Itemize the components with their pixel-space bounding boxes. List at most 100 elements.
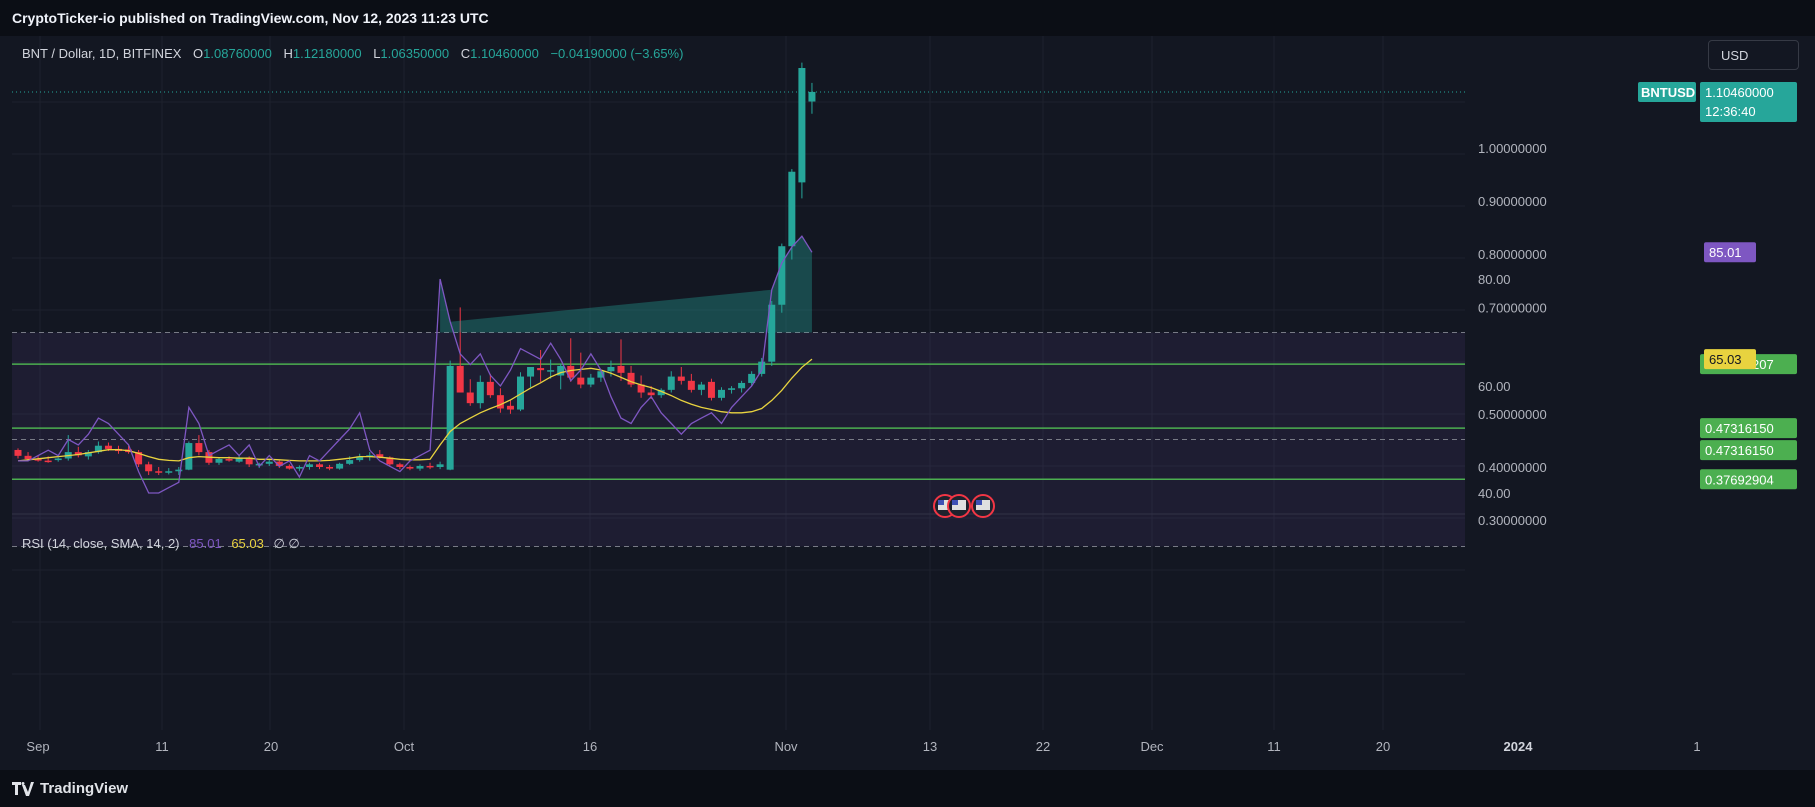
candle-body bbox=[456, 365, 464, 393]
candle-body bbox=[195, 443, 203, 453]
candle-body bbox=[587, 377, 595, 385]
candle-body bbox=[597, 371, 605, 378]
level-price-label: 0.47316150 bbox=[1705, 421, 1774, 436]
us-flag-canton-icon bbox=[976, 500, 982, 505]
level-price-tag bbox=[1700, 440, 1797, 461]
candle-body bbox=[728, 388, 736, 390]
rsi-ma-legend-value: 65.03 bbox=[231, 536, 264, 551]
candle-body bbox=[376, 454, 384, 458]
candle-body bbox=[356, 456, 364, 461]
us-flag-stripes-icon bbox=[952, 500, 966, 510]
candle-body bbox=[687, 380, 695, 390]
candle-body bbox=[788, 171, 796, 247]
candle-body bbox=[295, 467, 303, 469]
symbol-label[interactable]: BNT / Dollar, 1D, BITFINEX bbox=[22, 46, 182, 61]
level-price-tag bbox=[1700, 469, 1797, 490]
tradingview-logo[interactable]: TradingView bbox=[12, 780, 128, 797]
price-tick-label: 0.70000000 bbox=[1478, 300, 1547, 315]
currency-button[interactable]: USD bbox=[1708, 40, 1799, 70]
time-axis-label: 22 bbox=[1036, 739, 1050, 754]
time-axis-label: 1 bbox=[1693, 739, 1700, 754]
candle-body bbox=[104, 445, 112, 449]
candle-body bbox=[667, 376, 675, 390]
rsi-tick-label: 60.00 bbox=[1478, 379, 1511, 394]
current-price-label: 1.10460000 bbox=[1705, 85, 1774, 100]
rsi-legend: RSI (14, close, SMA, 14, 2) 85.01 65.03 … bbox=[22, 536, 300, 552]
us-flag-stripes-icon bbox=[976, 500, 990, 510]
candle-body bbox=[798, 68, 806, 183]
candle-body bbox=[386, 457, 394, 465]
candle-body bbox=[637, 384, 645, 393]
candle-body bbox=[547, 370, 555, 372]
candle-body bbox=[255, 463, 263, 466]
time-axis-label: 11 bbox=[155, 739, 169, 754]
candle-body bbox=[185, 443, 193, 470]
time-axis-label: 20 bbox=[1376, 739, 1390, 754]
candle-body bbox=[808, 91, 816, 102]
candle-body bbox=[406, 467, 414, 469]
close-key: C bbox=[460, 46, 471, 61]
high-value: 1.12180000 bbox=[292, 46, 362, 61]
rsi-overbought-fill bbox=[440, 236, 812, 333]
symbol-tag-label: BNTUSD bbox=[1641, 85, 1695, 100]
price-tick-label: 0.80000000 bbox=[1478, 247, 1547, 262]
candle-body bbox=[567, 365, 575, 378]
candle-body bbox=[94, 445, 102, 453]
high-key: H bbox=[283, 46, 293, 61]
us-flag-stripes-icon bbox=[938, 500, 952, 510]
rsi-legend-value: 85.01 bbox=[189, 536, 222, 551]
time-axis-label: 13 bbox=[923, 739, 937, 754]
time-axis-label: 11 bbox=[1267, 739, 1281, 754]
candle-body bbox=[145, 464, 153, 472]
time-axis-label: Nov bbox=[774, 739, 798, 754]
candle-body bbox=[155, 471, 163, 473]
time-axis-label: 2024 bbox=[1504, 739, 1534, 754]
candle-body bbox=[44, 460, 52, 463]
rsi-ma-value-tag bbox=[1704, 349, 1756, 370]
symbol-tag bbox=[1638, 81, 1696, 102]
tradingview-brand: TradingView bbox=[40, 780, 129, 797]
candle-body bbox=[285, 465, 293, 469]
candle-body bbox=[657, 389, 665, 396]
main-legend: BNT / Dollar, 1D, BITFINEX O1.08760000 H… bbox=[22, 46, 683, 61]
level-price-tag bbox=[1700, 418, 1797, 439]
time-axis-label: Dec bbox=[1140, 739, 1164, 754]
open-value: 1.08760000 bbox=[203, 46, 272, 61]
candle-body bbox=[416, 465, 424, 469]
rsi-extra-values: ∅ ∅ bbox=[273, 536, 300, 551]
candle-body bbox=[647, 392, 655, 396]
candle-body bbox=[748, 373, 756, 383]
price-tick-label: 0.40000000 bbox=[1478, 460, 1547, 475]
candle-body bbox=[527, 366, 535, 377]
candle-body bbox=[84, 452, 92, 457]
rsi-ma-line bbox=[17, 358, 813, 462]
rsi-tick-label: 80.00 bbox=[1478, 272, 1511, 287]
candle-body bbox=[718, 389, 725, 398]
candle-body bbox=[466, 392, 474, 404]
candle-body bbox=[738, 382, 746, 389]
price-tick-label: 1.00000000 bbox=[1478, 141, 1547, 156]
candle-body bbox=[617, 365, 625, 373]
candle-body bbox=[496, 395, 504, 409]
candle-body bbox=[336, 463, 344, 469]
candle-body bbox=[34, 459, 42, 461]
countdown-label: 12:36:40 bbox=[1705, 104, 1756, 119]
chart-frame bbox=[0, 36, 1815, 770]
rsi-value-label: 85.01 bbox=[1709, 245, 1742, 260]
low-key: L bbox=[373, 46, 381, 61]
low-value: 1.06350000 bbox=[380, 46, 450, 61]
time-axis-label: Sep bbox=[26, 739, 49, 754]
candle-body bbox=[245, 457, 253, 465]
us-flag-canton-icon bbox=[952, 500, 958, 505]
change-value: −0.04190000 (−3.65%) bbox=[550, 46, 684, 61]
candle-body bbox=[14, 449, 22, 456]
time-axis-label: Oct bbox=[394, 739, 415, 754]
rsi-indicator-name[interactable]: RSI (14, close, SMA, 14, 2) bbox=[22, 536, 180, 551]
candle-body bbox=[557, 365, 565, 376]
tradingview-logo-icon bbox=[12, 781, 34, 796]
candle-body bbox=[506, 405, 514, 410]
candle-body bbox=[697, 384, 705, 390]
open-key: O bbox=[193, 46, 204, 61]
candle-body bbox=[326, 467, 334, 469]
